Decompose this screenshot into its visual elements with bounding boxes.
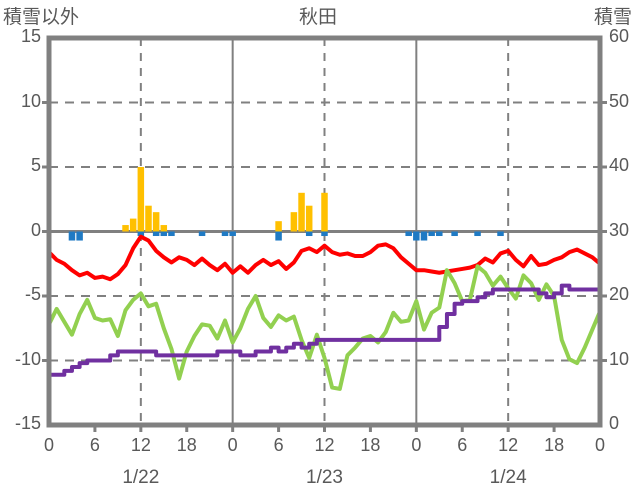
y-axis-right-tick-label: 50	[609, 90, 630, 111]
y-axis-left-tick-label: -10	[14, 348, 41, 369]
y-axis-left-tick-label: -15	[14, 413, 41, 433]
snowfall-bar	[68, 231, 76, 241]
x-axis-tick-label: 6	[89, 435, 100, 455]
precipitation-bar	[152, 212, 160, 232]
y-axis-right-tick-label: 40	[609, 155, 630, 175]
y-axis-right-tick-label: 0	[609, 413, 620, 433]
precipitation-bar	[160, 225, 168, 232]
x-axis-tick-label: 0	[594, 435, 605, 455]
snowfall-bar	[221, 231, 229, 237]
precipitation-bar	[137, 167, 145, 232]
snowfall-bar	[474, 231, 481, 237]
precipitation-bar	[321, 192, 328, 232]
chart-title: 秋田	[298, 7, 337, 28]
x-axis-day-label: 1/22	[122, 467, 160, 488]
snowfall-bar	[160, 231, 168, 237]
y-axis-left-tick-label: 5	[30, 155, 41, 175]
snowfall-bar	[152, 231, 160, 237]
x-axis-tick-label: 12	[130, 435, 151, 455]
x-axis-tick-label: 6	[273, 435, 284, 455]
y-axis-right-tick-label: 30	[609, 219, 630, 240]
snowfall-bar	[275, 231, 282, 241]
x-axis-tick-label: 18	[544, 435, 565, 455]
x-axis-tick-label: 0	[43, 435, 54, 455]
x-axis-tick-label: 18	[360, 435, 381, 455]
y-axis-right-tick-label: 20	[609, 284, 630, 304]
x-axis-day-label: 1/23	[306, 467, 343, 488]
snowfall-bar	[405, 231, 412, 237]
precipitation-bar	[298, 192, 305, 232]
x-axis-day-label: 1/24	[489, 467, 527, 488]
y-axis-left-tick-label: 0	[30, 219, 41, 240]
snowfall-bar	[137, 231, 145, 237]
x-axis-tick-label: 18	[176, 435, 197, 455]
snowfall-bar	[168, 231, 175, 237]
precipitation-bar	[305, 205, 313, 232]
snowdepth-line	[47, 283, 602, 377]
precipitation-bar	[129, 218, 137, 232]
snowfall-bar	[76, 231, 83, 241]
y-axis-left-tick-label: 15	[20, 26, 41, 46]
snowfall-bar	[428, 231, 435, 237]
snowfall-bar	[436, 231, 443, 237]
precipitation-bar	[275, 221, 282, 232]
snowfall-bar	[413, 231, 420, 241]
snowfall-bar	[229, 231, 236, 237]
precipitation-bar	[145, 205, 152, 232]
snowfall-bar	[305, 231, 313, 237]
snowfall-bar	[198, 231, 206, 237]
snowfall-bar	[420, 231, 428, 241]
precipitation-bar	[290, 212, 298, 232]
x-axis-tick-label: 6	[457, 435, 468, 455]
left-axis-title: 積雪以外	[3, 7, 80, 28]
snowfall-bar	[451, 231, 458, 237]
x-axis-tick-label: 12	[314, 435, 335, 455]
x-axis-tick-label: 0	[227, 435, 238, 455]
right-axis-title: 積雪	[593, 7, 632, 28]
y-axis-right-tick-label: 60	[609, 26, 630, 46]
y-axis-left-tick-label: -5	[24, 284, 41, 304]
x-axis-tick-label: 0	[411, 435, 422, 455]
temperature-line	[47, 234, 602, 282]
y-axis-right-tick-label: 10	[609, 348, 630, 369]
snowfall-bar	[497, 231, 504, 237]
x-axis-tick-label: 12	[498, 435, 519, 455]
precipitation-bar	[122, 225, 129, 232]
y-axis-left-tick-label: 10	[20, 90, 41, 111]
snowfall-bar	[321, 231, 328, 237]
